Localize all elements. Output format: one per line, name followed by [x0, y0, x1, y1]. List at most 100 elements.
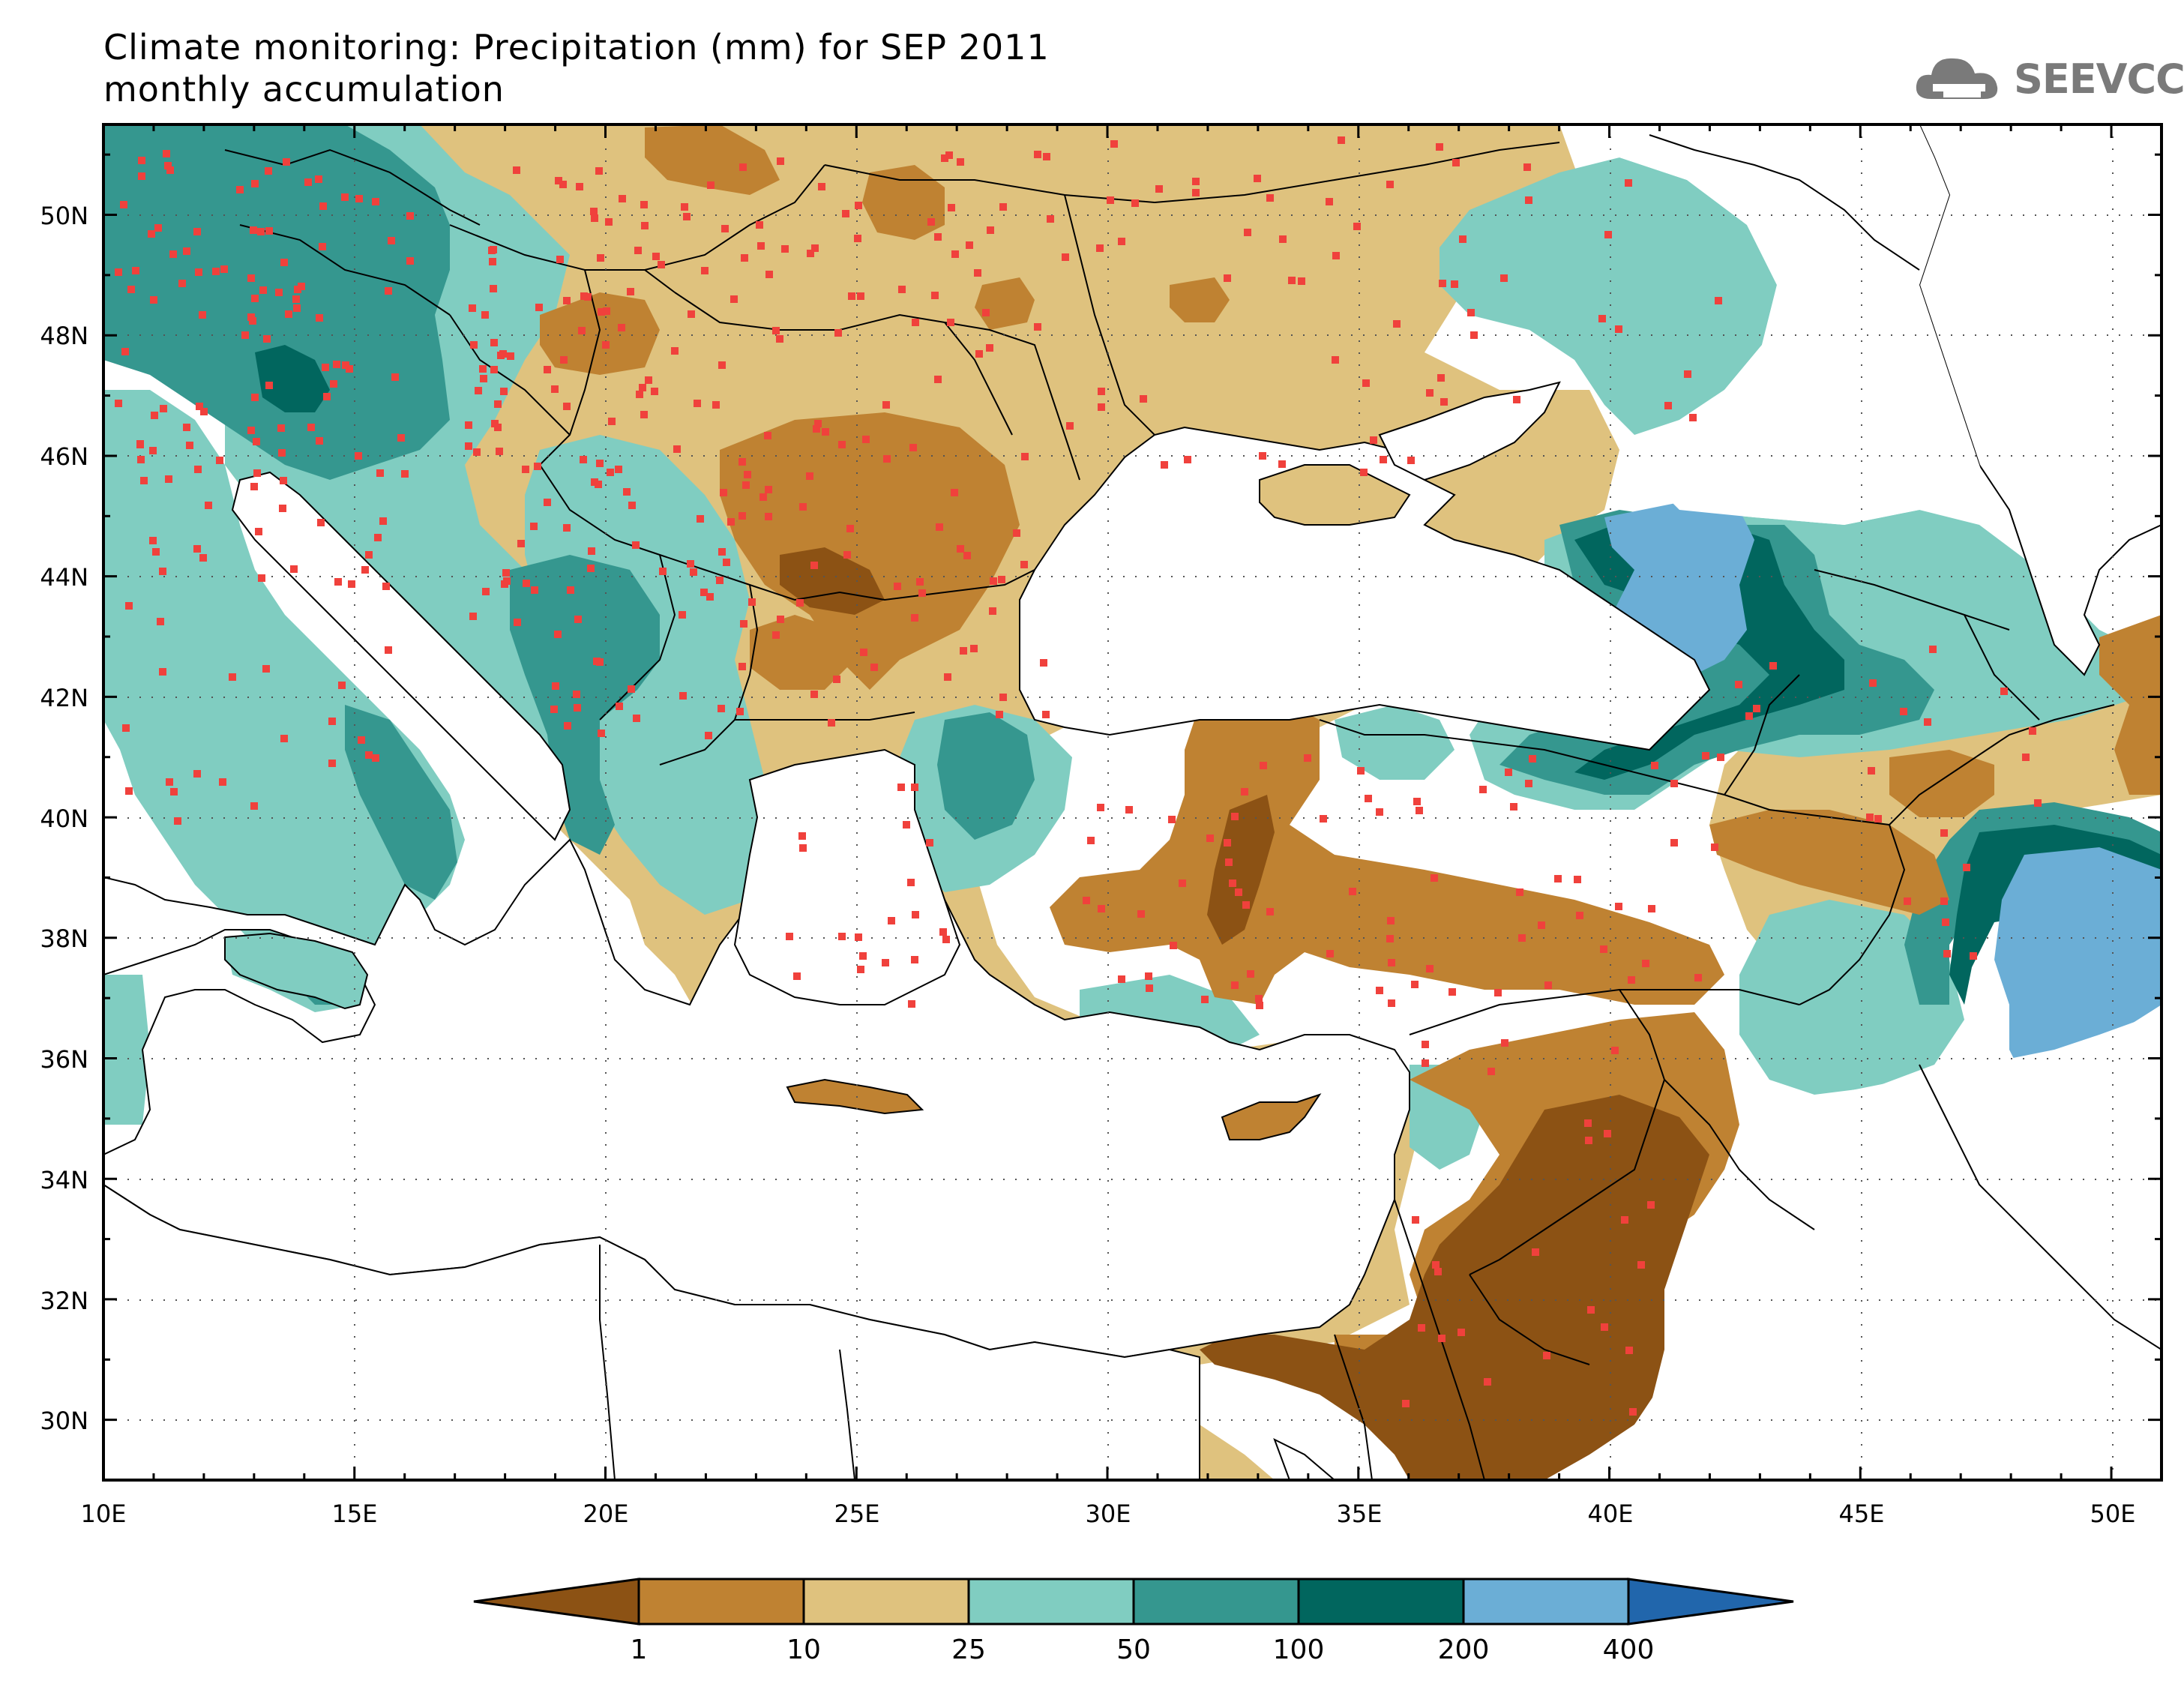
station-marker: [975, 350, 983, 358]
station-marker: [1868, 767, 1875, 775]
station-marker: [1034, 151, 1041, 158]
black-sea: [1019, 426, 1711, 751]
station-marker: [1467, 309, 1475, 316]
station-marker: [618, 324, 625, 331]
station-marker: [697, 515, 704, 523]
station-marker: [1452, 159, 1460, 166]
station-marker: [897, 784, 905, 791]
precip-region-50-100-marmara: [937, 712, 1035, 840]
station-marker: [1470, 331, 1478, 339]
station-marker: [1670, 839, 1678, 846]
station-marker: [1440, 398, 1448, 406]
station-marker: [739, 163, 747, 171]
station-marker: [1543, 1352, 1550, 1359]
station-marker: [1224, 274, 1231, 282]
station-marker: [1254, 175, 1261, 182]
station-marker: [645, 376, 652, 384]
logo-text: SEEVCCC: [2014, 55, 2184, 103]
station-marker: [250, 226, 257, 234]
station-marker: [304, 178, 312, 186]
sicily-island: [224, 932, 369, 1010]
colorbar-label: 25: [951, 1635, 986, 1665]
station-marker: [219, 778, 226, 786]
station-marker: [330, 380, 337, 388]
colorbar-extend-low: [473, 1578, 640, 1626]
station-marker: [854, 235, 861, 242]
station-marker: [1438, 1335, 1446, 1342]
station-marker: [941, 154, 948, 162]
station-marker: [1380, 456, 1387, 463]
station-marker: [989, 607, 996, 615]
station-marker: [1437, 374, 1445, 382]
station-marker: [936, 523, 943, 531]
station-marker: [319, 202, 327, 210]
station-marker: [690, 568, 697, 576]
station-marker: [681, 203, 688, 211]
station-marker: [1256, 1002, 1263, 1009]
station-marker: [587, 565, 595, 572]
station-marker: [1244, 229, 1251, 236]
station-marker: [1942, 918, 1949, 926]
station-marker: [1179, 879, 1186, 887]
colorbar-label: 10: [786, 1635, 821, 1665]
station-marker: [591, 214, 598, 222]
station-marker: [2029, 727, 2036, 735]
station-marker: [247, 427, 255, 434]
station-marker: [513, 166, 520, 174]
station-marker: [507, 352, 514, 360]
station-marker: [687, 560, 694, 568]
station-marker: [157, 618, 164, 625]
station-marker: [834, 329, 842, 337]
precip-region-1-10-belarus: [1170, 277, 1230, 322]
station-marker: [1206, 835, 1214, 842]
station-marker: [671, 347, 679, 355]
station-marker: [1943, 950, 1951, 957]
station-marker: [1096, 244, 1104, 252]
station-marker: [183, 424, 190, 431]
station-marker: [170, 788, 178, 796]
station-marker: [738, 663, 746, 670]
station-marker: [1118, 238, 1125, 245]
station-marker: [361, 566, 369, 574]
station-marker: [597, 254, 604, 262]
station-marker: [555, 177, 562, 184]
station-marker: [911, 784, 918, 791]
station-marker: [1241, 788, 1248, 796]
colorbar-bin-25-50: [967, 1578, 1135, 1626]
station-marker: [152, 548, 160, 556]
station-marker: [1338, 136, 1345, 144]
station-marker: [1021, 453, 1029, 460]
colorbar-bin-100-200: [1297, 1578, 1465, 1626]
station-marker: [918, 589, 926, 597]
station-marker: [627, 288, 634, 295]
precip-region-1-10-caucasus-east: [1889, 750, 1994, 817]
station-marker: [265, 167, 272, 175]
station-marker: [1168, 816, 1176, 823]
y-tick-label: 32N: [40, 1287, 88, 1315]
station-marker: [1487, 1068, 1495, 1075]
station-marker: [1388, 959, 1395, 966]
y-tick-label: 50N: [40, 202, 88, 230]
station-marker: [748, 598, 756, 606]
y-tick-label: 34N: [40, 1166, 88, 1194]
station-marker: [1525, 196, 1532, 204]
station-marker: [385, 287, 392, 295]
station-marker: [500, 388, 508, 395]
station-marker: [759, 493, 767, 501]
station-marker: [1584, 1119, 1592, 1127]
station-marker: [1357, 767, 1365, 775]
station-marker: [736, 708, 744, 715]
station-marker: [639, 384, 646, 391]
station-marker: [934, 233, 942, 241]
station-marker: [786, 933, 793, 940]
crimea: [1259, 464, 1411, 526]
station-marker: [1422, 1041, 1429, 1048]
station-marker: [1642, 960, 1649, 967]
station-marker: [756, 221, 763, 229]
station-marker: [576, 183, 583, 190]
station-marker: [1715, 297, 1722, 304]
station-marker: [552, 682, 559, 690]
station-marker: [578, 327, 586, 334]
station-marker: [658, 261, 665, 268]
station-marker: [580, 456, 587, 463]
